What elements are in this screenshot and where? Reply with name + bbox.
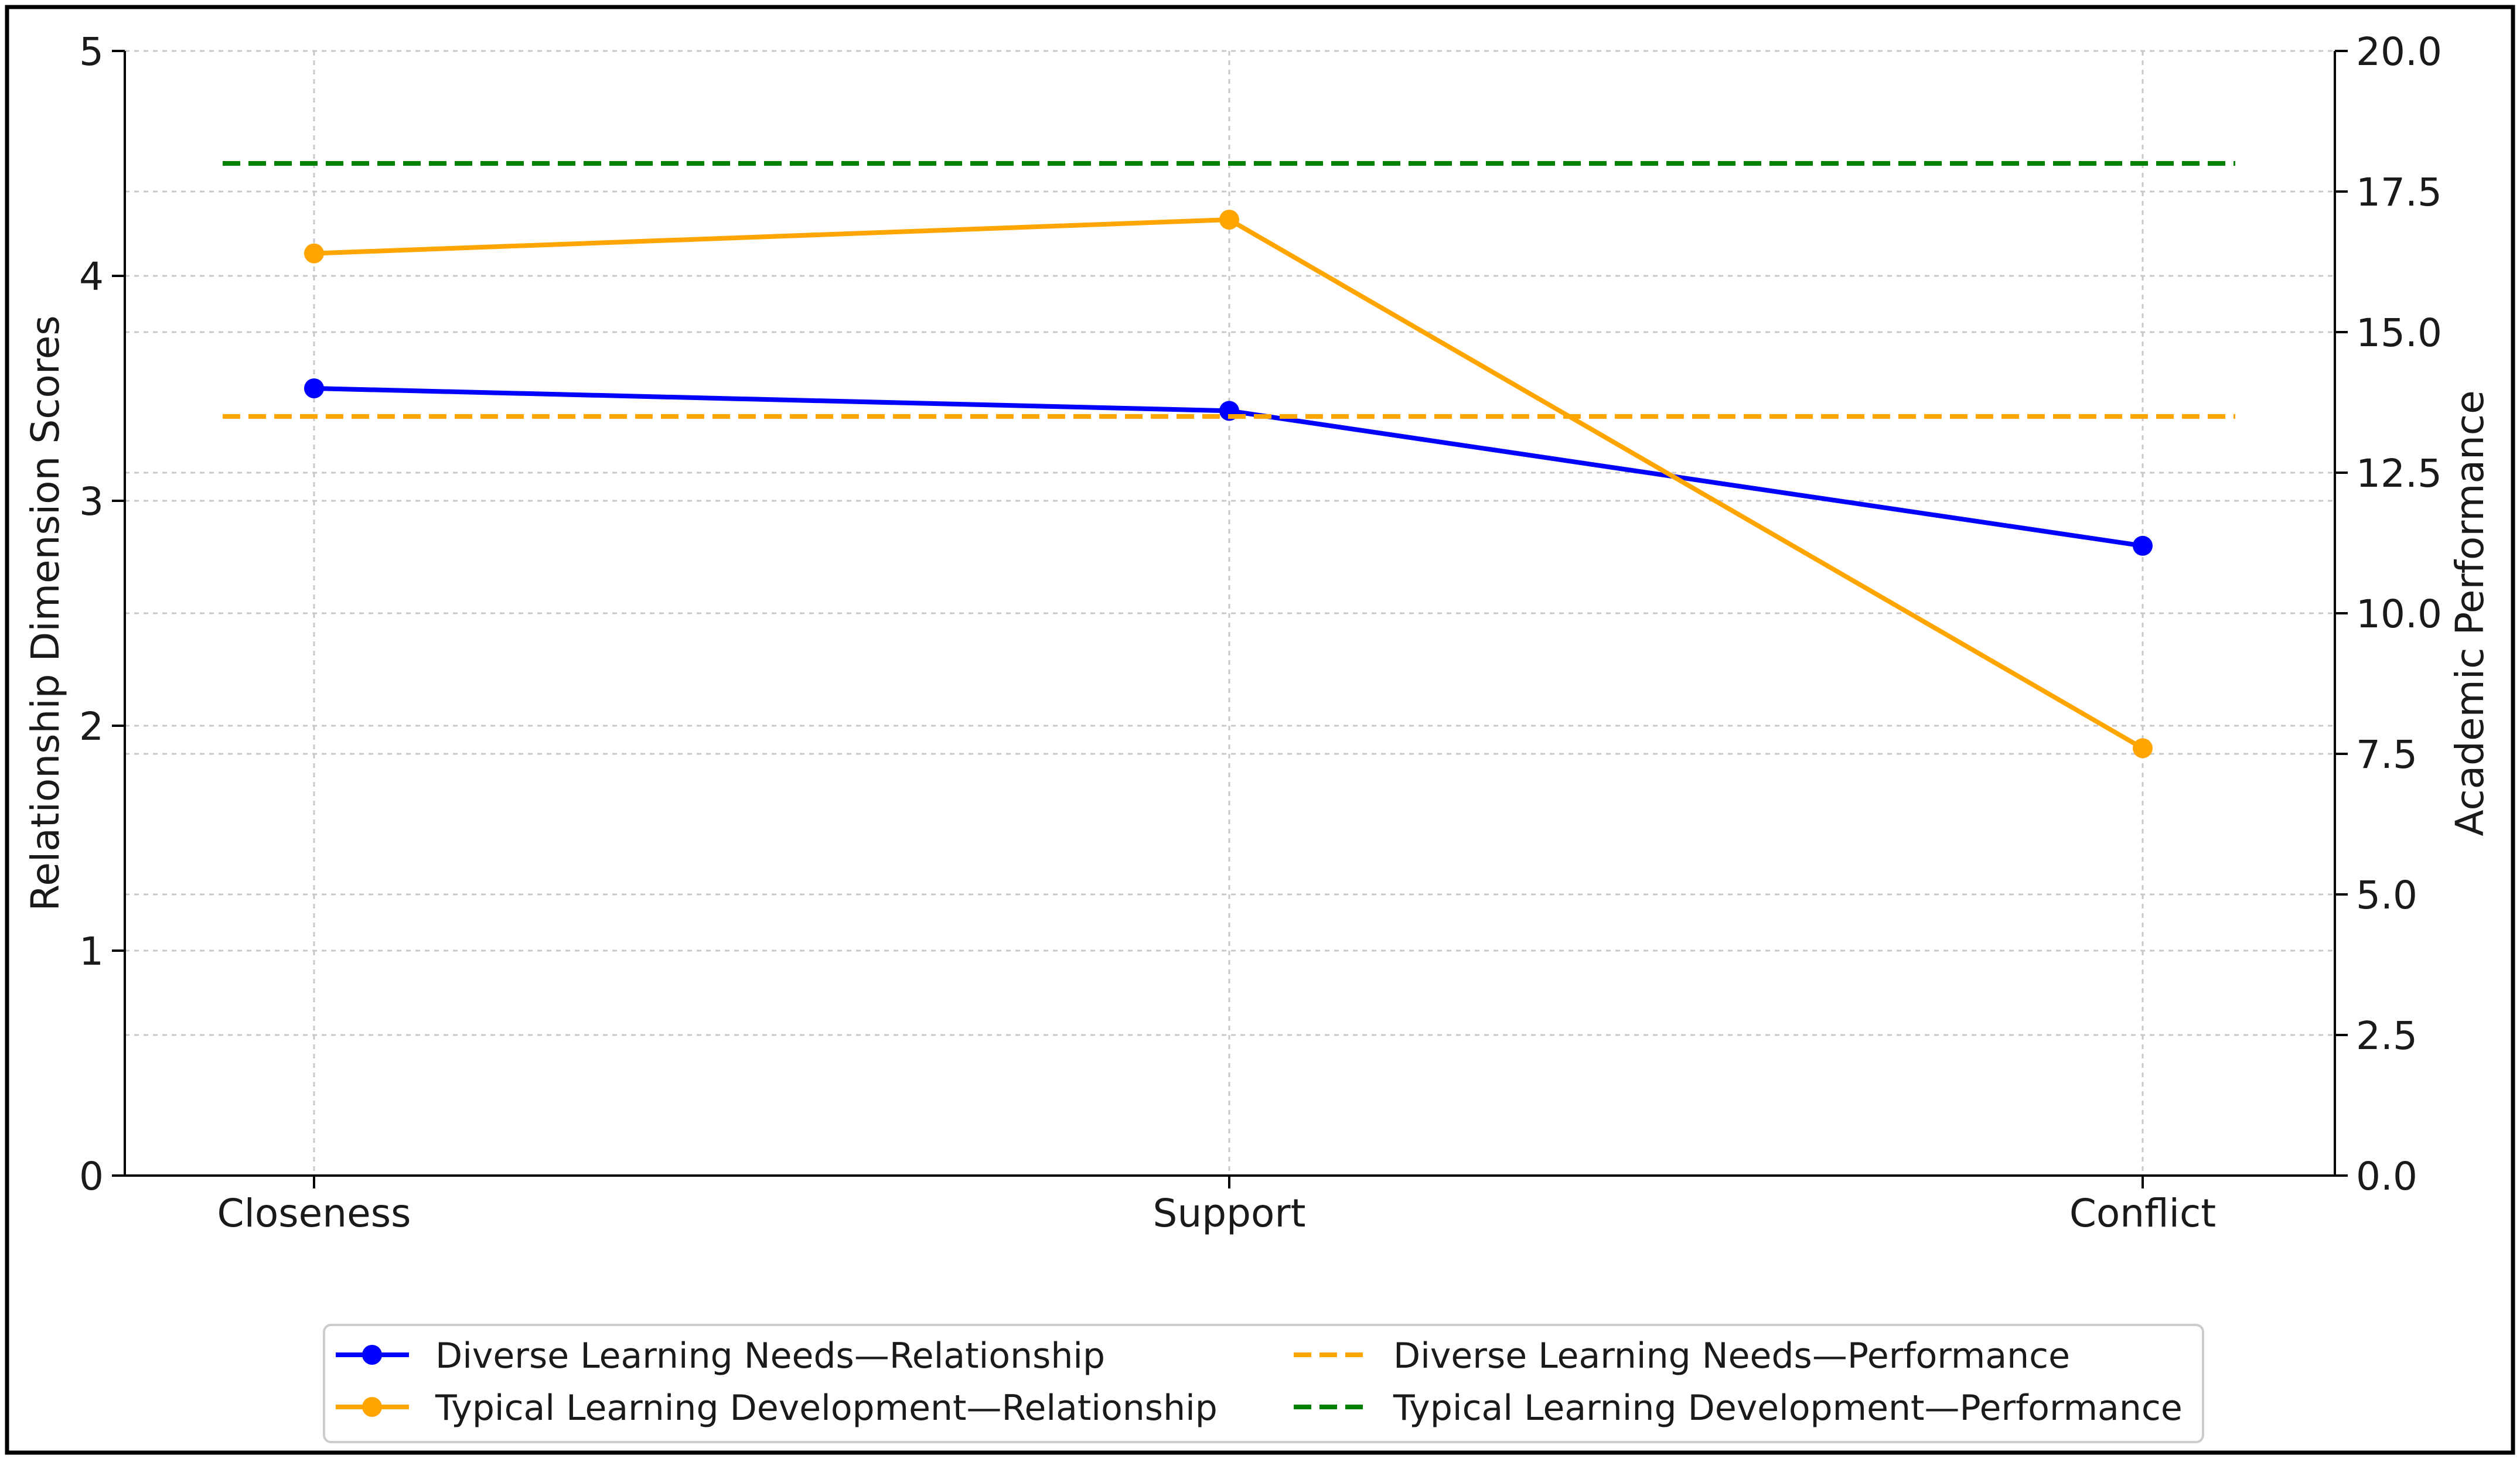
data-point [1219,210,1239,230]
y-tick-label: 5 [79,29,104,74]
data-point [304,243,324,264]
x-tick-label: Support [1153,1191,1306,1236]
y2-tick-label: 0.0 [2356,1154,2417,1199]
data-point [2133,535,2153,556]
series-layer [223,161,2235,759]
y-tick-label: 0 [79,1154,104,1199]
legend-label: Typical Learning Development—Performance [1393,1388,2183,1429]
legend: Diverse Learning Needs—Relationship Typic… [323,1324,2204,1443]
legend-marker [362,1397,382,1417]
legend-item: Diverse Learning Needs—Relationship [336,1335,1105,1376]
y2-tick-label: 15.0 [2356,310,2442,356]
legend-item: Diverse Learning Needs—Performance [1294,1335,2070,1376]
y2-tick-label: 20.0 [2356,29,2442,74]
y2-tick-label: 7.5 [2356,732,2417,777]
legend-label: Diverse Learning Needs—Relationship [435,1335,1105,1376]
x-tick-label: Conflict [2069,1191,2216,1236]
series-1 [304,210,2153,759]
y-tick-label: 2 [79,704,104,749]
y2-tick-label: 17.5 [2356,170,2442,215]
legend-label: Diverse Learning Needs—Performance [1393,1335,2070,1376]
y-axis-label: Relationship Dimension Scores [23,315,68,911]
legend-item: Typical Learning Development—Relationshi… [336,1388,1218,1429]
y-tick-label: 3 [79,479,104,524]
data-point [2133,738,2153,759]
y2-tick-label: 2.5 [2356,1013,2417,1058]
y2-tick-label: 10.0 [2356,592,2442,637]
y2-tick-label: 5.0 [2356,873,2417,918]
legend-box [323,1324,2204,1443]
y2-tick-label: 12.5 [2356,451,2442,496]
axes-layer: 0 1 2 3 4 5 0.0 2.5 5.0 7.5 10.0 12.5 15.0 17.5 20.0 Cl… [79,29,2442,1236]
legend-item: Typical Learning Development—Performance [1294,1388,2183,1429]
x-tick-label: Closeness [217,1191,411,1236]
legend-label: Typical Learning Development—Relationshi… [435,1388,1218,1429]
y-tick-label: 4 [79,254,104,299]
y2-axis-label: Academic Performance [2447,390,2492,836]
series-0 [304,378,2153,556]
legend-marker [362,1345,382,1365]
y-tick-label: 1 [79,929,104,974]
data-point [304,378,324,398]
